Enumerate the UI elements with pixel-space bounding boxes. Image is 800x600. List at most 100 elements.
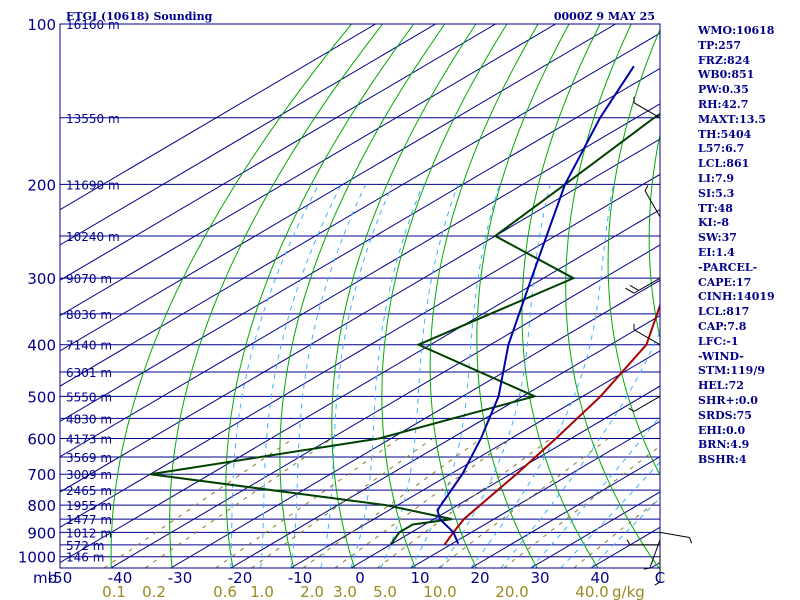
height-label: 146 m (66, 551, 104, 565)
pressure-label: 1000 (18, 549, 56, 567)
wind-barb-staff (634, 278, 660, 293)
height-label: 9070 m (66, 272, 112, 286)
pressure-label: 900 (27, 524, 56, 542)
pressure-unit-label: mb (33, 569, 57, 587)
wind-barb-flag (625, 288, 634, 293)
index-item: -PARCEL- (698, 261, 798, 276)
index-item: EI:1.4 (698, 246, 798, 261)
mixing-ratio-line (252, 439, 433, 569)
isotherm-line (0, 24, 800, 568)
moist-adiabat-line (321, 184, 393, 568)
plot-border (60, 24, 660, 568)
height-label: 7140 m (66, 339, 112, 353)
mixing-ratio-label: 0.1 (102, 583, 126, 600)
wind-barb-flag (645, 186, 648, 191)
index-item: RH:42.7 (698, 98, 798, 113)
height-label: 1955 m (66, 499, 112, 513)
index-item: KI:-8 (698, 216, 798, 231)
wind-barb (629, 396, 660, 411)
index-item: LCL:817 (698, 305, 798, 320)
wind-barb-staff (645, 191, 660, 217)
wind-barb-flag (629, 408, 634, 411)
index-item: LFC:-1 (698, 335, 798, 350)
index-item: CINH:14019 (698, 290, 798, 305)
isotherm-line (0, 24, 376, 568)
index-item: FRZ:824 (698, 54, 798, 69)
index-item: TP:257 (698, 39, 798, 54)
height-label: 6301 m (66, 366, 112, 380)
wind-barb (645, 186, 660, 217)
dry-adiabat-line (280, 24, 445, 568)
pressure-label: 100 (27, 16, 56, 34)
moist-adiabat-line (441, 184, 550, 568)
dry-adiabat-line (566, 24, 659, 568)
index-item: SI:5.3 (698, 187, 798, 202)
index-item: BSHR:4 (698, 453, 798, 468)
index-item: WB0:851 (698, 68, 798, 83)
index-item: SHR+:0.0 (698, 394, 798, 409)
pressure-label: 400 (27, 337, 56, 355)
mixing-ratio-label: 40.0 (575, 583, 608, 600)
index-item: SW:37 (698, 231, 798, 246)
temperature-tick-label: 20 (470, 569, 489, 587)
height-label: 11690 m (66, 178, 120, 192)
mixing-ratio-line (439, 439, 609, 569)
dry-adiabat-line (170, 24, 383, 568)
height-label: 5550 m (66, 390, 112, 404)
pressure-label: 700 (27, 466, 56, 484)
wind-barb-flag (630, 285, 639, 290)
pressure-label: 300 (27, 270, 56, 288)
mixing-ratio-label: 10.0 (423, 583, 456, 600)
mixing-ratio-label: 2.0 (300, 583, 324, 600)
wind-barb (634, 97, 660, 118)
wind-barb-staff (660, 532, 690, 537)
background-grid (0, 24, 800, 568)
wind-barb (644, 540, 660, 569)
sounding-title: ETGI (10618) Sounding (66, 10, 213, 23)
height-label: 4173 m (66, 433, 112, 447)
mixing-ratio-label: 0.6 (213, 583, 237, 600)
dry-adiabat-line (477, 24, 569, 568)
pressure-label: 200 (27, 176, 56, 194)
index-item: -WIND- (698, 350, 798, 365)
temperature-tick-label: C (655, 569, 665, 587)
dry-adiabat-line (226, 24, 414, 568)
index-item: MAXT:13.5 (698, 113, 798, 128)
wind-barb-staff (634, 103, 660, 118)
height-label: 2465 m (66, 484, 112, 498)
height-label: 8036 m (66, 308, 112, 322)
index-item: WMO:10618 (698, 24, 798, 39)
index-item: LI:7.9 (698, 172, 798, 187)
mixing-ratio-label: 1.0 (250, 583, 274, 600)
isotherm-line (0, 24, 796, 568)
index-item: BRN:4.9 (698, 438, 798, 453)
isotherm-line (51, 24, 800, 568)
temperature-tick-label: -30 (168, 569, 193, 587)
sounding-time: 0000Z 9 MAY 25 (554, 10, 655, 23)
pressure-label: 500 (27, 388, 56, 406)
height-label: 13550 m (66, 112, 120, 126)
index-item: HEL:72 (698, 379, 798, 394)
height-label: 3009 m (66, 468, 112, 482)
index-item: TH:5404 (698, 128, 798, 143)
height-label: 10240 m (66, 230, 120, 244)
moist-adiabat-line (501, 184, 693, 568)
isotherm-line (0, 24, 800, 568)
index-item: CAP:7.8 (698, 320, 798, 335)
index-item: STM:119/9 (698, 364, 798, 379)
height-label: 4830 m (66, 412, 112, 426)
moist-adiabat-line (471, 184, 614, 568)
mixing-ratio-label: 20.0 (495, 583, 528, 600)
mixing-ratio-label: 0.2 (142, 583, 166, 600)
axis-labels: 100200300400500600700800900100016160 m13… (18, 16, 665, 600)
wind-barb-flag (690, 538, 692, 544)
index-item: PW:0.35 (698, 83, 798, 98)
index-item: EHI:0.0 (698, 424, 798, 439)
index-item: SRDS:75 (698, 409, 798, 424)
mixing-ratio-line (303, 439, 481, 569)
wind-barbs (625, 97, 691, 585)
wind-barb-flag (627, 540, 630, 545)
pressure-label: 600 (27, 431, 56, 449)
index-item: TT:48 (698, 202, 798, 217)
